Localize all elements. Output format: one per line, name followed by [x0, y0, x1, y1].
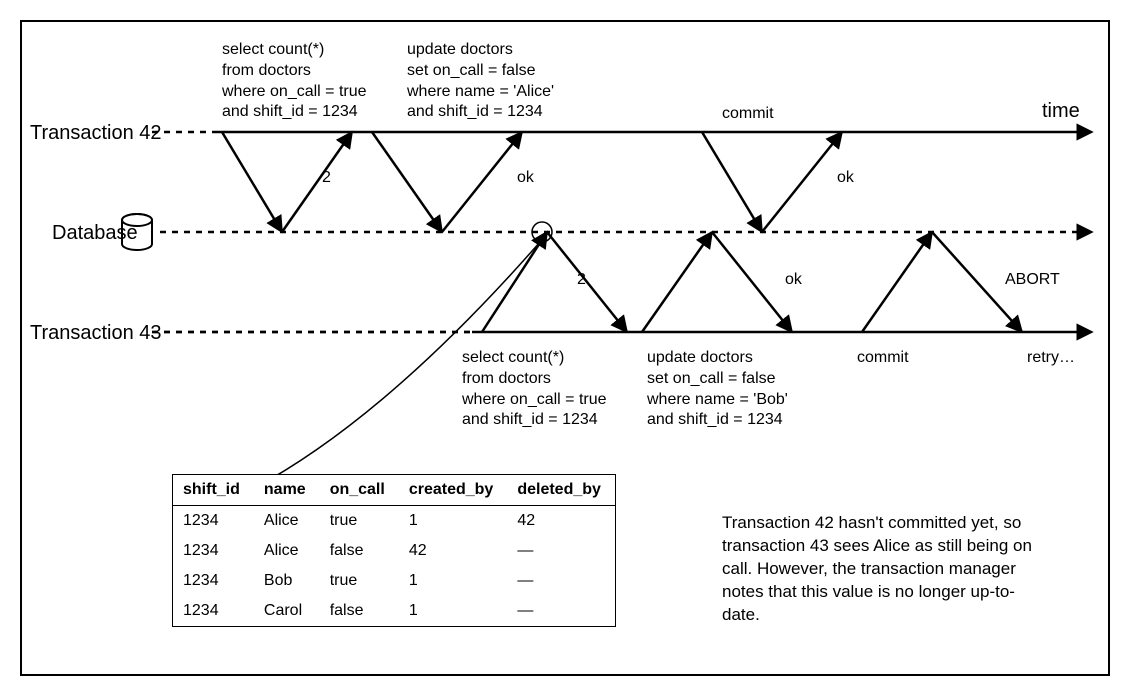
label-db: Database [52, 220, 138, 246]
svg-text:ok: ok [517, 169, 535, 186]
col-shift_id: shift_id [173, 475, 254, 506]
col-created_by: created_by [399, 475, 508, 506]
table-row: 1234Bobtrue1— [173, 566, 616, 596]
svg-text:ABORT: ABORT [1005, 271, 1060, 288]
table-row: 1234Alicetrue142 [173, 506, 616, 537]
t42-query2: update doctors set on_call = false where… [407, 40, 554, 123]
label-retry: retry… [1027, 348, 1075, 369]
diagram-frame: 2 ok ok 2 ok ABORT Transaction 42 Database Tr… [20, 20, 1110, 676]
snapshot-table: shift_idnameon_callcreated_bydeleted_by1… [172, 474, 616, 627]
label-time: time [1042, 98, 1080, 124]
svg-text:ok: ok [837, 169, 855, 186]
svg-text:2: 2 [577, 271, 586, 288]
t43-query2: update doctors set on_call = false where… [647, 348, 788, 431]
col-name: name [254, 475, 320, 506]
svg-text:ok: ok [785, 271, 803, 288]
label-t42: Transaction 42 [30, 120, 162, 146]
table-row: 1234Alicefalse42— [173, 536, 616, 566]
col-on_call: on_call [320, 475, 399, 506]
t42-query1: select count(*) from doctors where on_ca… [222, 40, 367, 123]
label-t43: Transaction 43 [30, 320, 162, 346]
col-deleted_by: deleted_by [507, 475, 615, 506]
t43-query1: select count(*) from doctors where on_ca… [462, 348, 607, 431]
t43-commit: commit [857, 348, 909, 369]
t42-commit: commit [722, 104, 774, 125]
table-row: 1234Carolfalse1— [173, 596, 616, 627]
caption-text: Transaction 42 hasn't committed yet, so … [722, 512, 1042, 627]
svg-text:2: 2 [322, 169, 331, 186]
